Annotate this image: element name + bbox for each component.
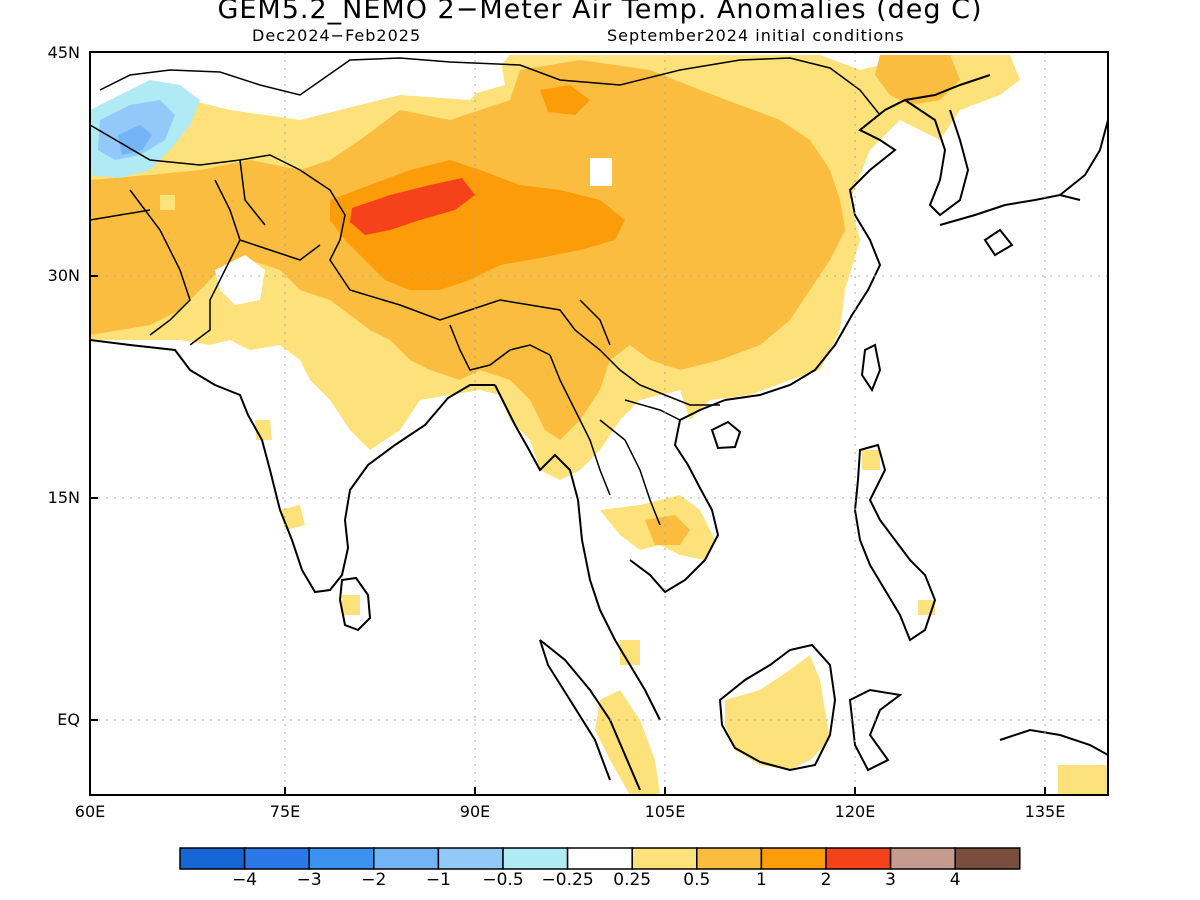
colorbar-label: −2: [361, 870, 387, 890]
colorbar-swatch: [243, 847, 310, 870]
graticule: [90, 52, 1108, 795]
lon-label-60e: 60E: [74, 802, 106, 821]
lat-label-45n: 45N: [47, 43, 80, 62]
colorbar-swatch: [308, 847, 375, 870]
lon-label-135e: 135E: [1024, 802, 1066, 821]
map-frame: [89, 51, 1109, 796]
anomaly-fill: [90, 55, 1108, 795]
anomaly-2-3-areas: [350, 178, 475, 235]
colorbar-label: 1: [755, 870, 767, 890]
colorbar-label: 3: [885, 870, 897, 890]
lon-label-105e: 105E: [644, 802, 686, 821]
anomaly-negative-areas: [90, 80, 200, 178]
lat-label-30n: 30N: [47, 266, 80, 285]
lon-label-90e: 90E: [459, 802, 491, 821]
map-title: GEM5.2_NEMO 2−Meter Air Temp. Anomalies …: [217, 0, 983, 25]
colorbar-label: 4: [949, 870, 961, 890]
colorbar-label: −4: [232, 870, 258, 890]
colorbar-swatch: [373, 847, 440, 870]
colorbar: [179, 847, 1021, 870]
axis-ticks: [90, 51, 1046, 795]
colorbar-swatch: [696, 847, 763, 870]
colorbar-swatch: [502, 847, 569, 870]
colorbar-swatch: [437, 847, 504, 870]
coastlines: [90, 74, 1108, 791]
colorbar-label: 0.25: [613, 870, 652, 890]
colorbar-label: −0.25: [541, 870, 594, 890]
colorbar-swatch: [179, 847, 246, 870]
initial-conditions-label: September2024 initial conditions: [607, 26, 905, 45]
colorbar-swatch: [954, 847, 1021, 870]
colorbar-label: 0.5: [683, 870, 711, 890]
anomaly-white-areas: [215, 55, 612, 305]
country-borders: [90, 57, 881, 526]
colorbar-swatch: [566, 847, 633, 870]
lon-label-120e: 120E: [834, 802, 876, 821]
colorbar-label: −3: [296, 870, 322, 890]
colorbar-swatch: [631, 847, 698, 870]
lat-label-eq: EQ: [57, 710, 80, 729]
colorbar-label: −0.5: [482, 870, 524, 890]
colorbar-swatch: [889, 847, 956, 870]
lat-label-15n: 15N: [47, 488, 80, 507]
season-label: Dec2024−Feb2025: [252, 26, 422, 45]
lon-label-75e: 75E: [269, 802, 301, 821]
colorbar-label: −1: [425, 870, 451, 890]
colorbar-swatch: [825, 847, 892, 870]
colorbar-label: 2: [820, 870, 832, 890]
colorbar-swatch: [760, 847, 827, 870]
